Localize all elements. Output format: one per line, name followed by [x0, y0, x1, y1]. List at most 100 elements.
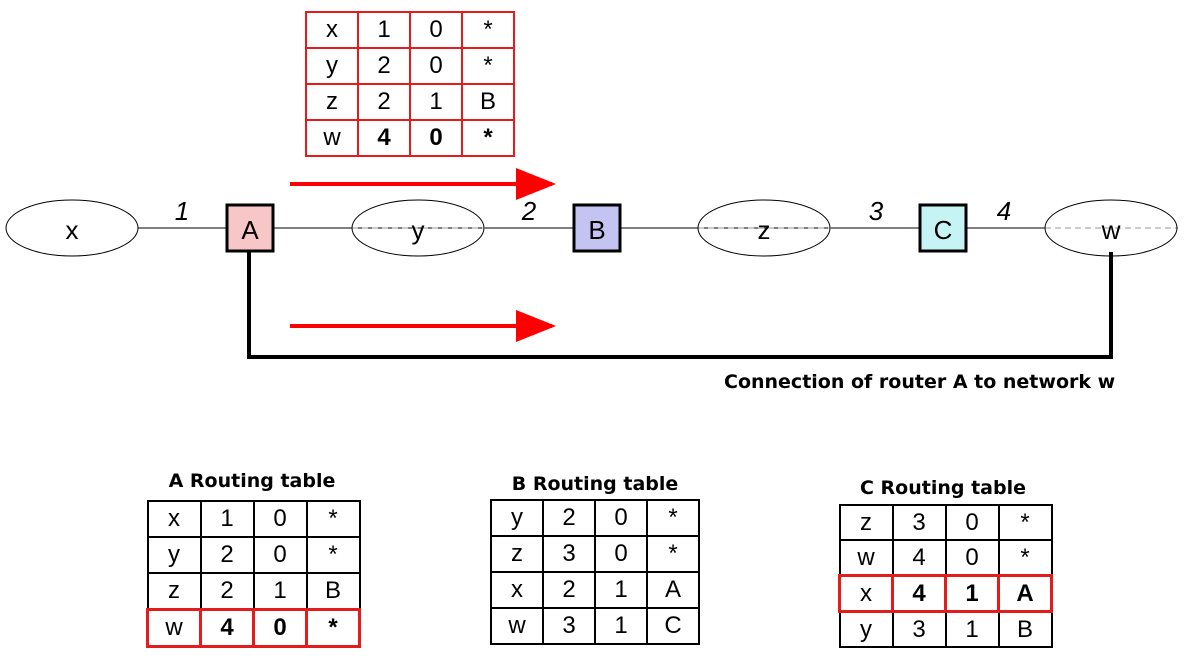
- table-cell: 0: [594, 535, 648, 573]
- table-row: w 4 0 *: [305, 119, 515, 157]
- table-cell: 3: [542, 535, 596, 573]
- table-row: y 2 0 *: [490, 499, 700, 537]
- table-cell: 3: [891, 610, 947, 648]
- cost-z-c: 3: [869, 196, 884, 226]
- table-cell: w: [490, 607, 544, 645]
- table-cell: 2: [199, 572, 255, 611]
- table-cell: *: [305, 500, 361, 538]
- table-row: y 2 0 *: [305, 47, 515, 85]
- table-cell: z: [490, 535, 544, 573]
- table-cell: *: [305, 608, 361, 648]
- cost-x-a: 1: [175, 196, 189, 226]
- table-cell: 3: [891, 504, 947, 541]
- table-cell: *: [461, 47, 515, 85]
- table-cell: B: [461, 83, 515, 121]
- table-cell: 3: [542, 607, 596, 645]
- connection-caption: Connection of router A to network w: [724, 371, 1116, 393]
- table-cell: B: [305, 572, 361, 611]
- table-cell: 1: [594, 571, 648, 609]
- table-row: x 1 0 *: [146, 500, 361, 538]
- table-cell: 0: [252, 608, 308, 648]
- cost-y-b: 2: [521, 196, 537, 226]
- table-cell: 0: [944, 504, 1000, 541]
- router-c: [918, 203, 968, 253]
- table-cell: 1: [594, 607, 648, 645]
- table-cell: 0: [252, 536, 308, 574]
- table-cell: *: [997, 504, 1053, 541]
- table-cell: 2: [357, 47, 411, 85]
- table-cell: w: [305, 119, 359, 157]
- table-cell: 0: [409, 47, 463, 85]
- table-cell: 0: [944, 539, 1000, 577]
- table-cell: 4: [357, 119, 411, 157]
- table-cell: 1: [944, 610, 1000, 648]
- table-cell: 1: [944, 574, 1000, 613]
- router-b-label: B: [588, 215, 605, 245]
- table-cell: 0: [252, 500, 308, 538]
- router-c-label: C: [934, 215, 953, 245]
- table-cell: 0: [409, 11, 463, 49]
- table-cell: x: [838, 574, 894, 613]
- table-cell: *: [305, 536, 361, 574]
- network-z: [697, 199, 831, 257]
- table-cell: *: [461, 119, 515, 157]
- table-row: x 1 0 *: [305, 11, 515, 49]
- table-cell: 4: [891, 539, 947, 577]
- table-cell: y: [838, 610, 894, 648]
- table-cell: *: [646, 499, 700, 537]
- table-cell: y: [146, 536, 202, 574]
- connection-a-to-w: [247, 252, 1113, 359]
- table-cell: 1: [252, 572, 308, 611]
- table-cell: w: [146, 608, 202, 648]
- network-y-label: y: [412, 215, 425, 245]
- network-x: [5, 199, 139, 257]
- table-cell: 2: [542, 499, 596, 537]
- table-cell: 2: [199, 536, 255, 574]
- table-cell: x: [305, 11, 359, 49]
- table-cell: 2: [542, 571, 596, 609]
- table-cell: C: [646, 607, 700, 645]
- network-z-label: z: [758, 215, 771, 245]
- table-row: y 2 0 *: [146, 536, 361, 574]
- router-a: [225, 203, 275, 253]
- network-w-label: w: [1101, 215, 1121, 245]
- table-cell: 0: [594, 499, 648, 537]
- table-cell: z: [838, 504, 894, 541]
- table-cell: A: [997, 574, 1053, 613]
- table-row: z 3 0 *: [838, 504, 1053, 541]
- network-x-label: x: [66, 215, 79, 245]
- table-b-title: B Routing table: [511, 473, 679, 495]
- table-row: z 3 0 *: [490, 535, 700, 573]
- table-cell: w: [838, 539, 894, 577]
- table-cell: z: [146, 572, 202, 611]
- router-b: [572, 203, 622, 253]
- table-row: w 4 0 *: [838, 539, 1053, 577]
- cost-c-w: 4: [997, 196, 1011, 226]
- table-a-title: A Routing table: [168, 470, 336, 492]
- table-cell: 1: [199, 500, 255, 538]
- table-cell: B: [997, 610, 1053, 648]
- table-cell: y: [305, 47, 359, 85]
- table-cell: *: [997, 539, 1053, 577]
- table-cell: y: [490, 499, 544, 537]
- table-cell: A: [646, 571, 700, 609]
- table-row: w 4 0 *: [146, 608, 361, 648]
- table-cell: 4: [891, 574, 947, 613]
- table-cell: x: [490, 571, 544, 609]
- router-a-label: A: [241, 215, 259, 245]
- table-cell: *: [461, 11, 515, 49]
- table-cell: 1: [357, 11, 411, 49]
- table-cell: *: [646, 535, 700, 573]
- table-c-title: C Routing table: [859, 477, 1026, 499]
